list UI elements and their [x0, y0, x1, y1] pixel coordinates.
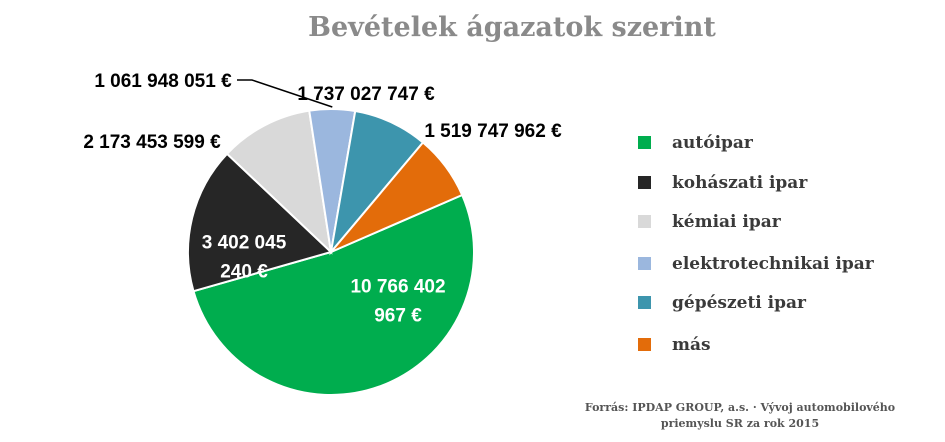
legend: autóipar kohászati ipar kémiai ipar elektro… — [638, 133, 875, 355]
legend-label: kémiai ipar — [672, 212, 782, 232]
legend-swatch — [638, 215, 651, 228]
chart-title: Bevételek ágazatok szerint — [308, 12, 716, 43]
legend-label: gépészeti ipar — [672, 293, 807, 313]
legend-label: elektrotechnikai ipar — [672, 254, 875, 274]
legend-label: kohászati ipar — [672, 173, 808, 193]
data-label-mas: 1 519 747 962 € — [424, 121, 562, 142]
legend-item-kohaszati-ipar: kohászati ipar — [638, 173, 808, 193]
legend-label: autóipar — [672, 133, 754, 153]
source-note-line1: Forrás: IPDAP GROUP, a.s. · Vývoj automo… — [585, 401, 895, 414]
legend-swatch — [638, 257, 651, 270]
legend-label: más — [672, 335, 711, 355]
source-note-line2: priemyslu SR za rok 2015 — [661, 417, 819, 430]
legend-item-autoipar: autóipar — [638, 133, 754, 153]
legend-item-mas: más — [638, 335, 711, 355]
data-label-kemiai-ipar: 2 173 453 599 € — [83, 132, 221, 153]
pie-slice-mas — [330, 141, 464, 253]
pie-slice-autoipar — [192, 193, 475, 396]
legend-item-gepeszeti-ipar: gépészeti ipar — [638, 293, 807, 313]
data-label-kohaszati-ipar: 3 402 045 240 € — [202, 233, 287, 283]
legend-swatch — [638, 176, 651, 189]
data-label-elektrotechnikai-ipar: 1 061 948 051 € — [94, 71, 232, 92]
legend-swatch — [638, 338, 651, 351]
legend-item-elektrotechnikai-ipar: elektrotechnikai ipar — [638, 254, 875, 274]
data-labels: 10 766 402 967 € 3 402 045 240 € 2 173 453 5… — [83, 71, 562, 327]
legend-item-kemiai-ipar: kémiai ipar — [638, 212, 782, 232]
legend-swatch — [638, 136, 651, 149]
leader-line-elektrotechnikai-ipar — [237, 79, 333, 108]
leader-lines — [237, 79, 333, 108]
legend-swatch — [638, 296, 651, 309]
pie-slices — [186, 108, 475, 396]
data-label-autoipar: 10 766 402 967 € — [350, 277, 445, 327]
data-label-gepeszeti-ipar: 1 737 027 747 € — [297, 84, 435, 105]
pie-slice-kemiai-ipar — [225, 109, 333, 255]
pie-slice-kohaszati-ipar — [186, 152, 333, 293]
